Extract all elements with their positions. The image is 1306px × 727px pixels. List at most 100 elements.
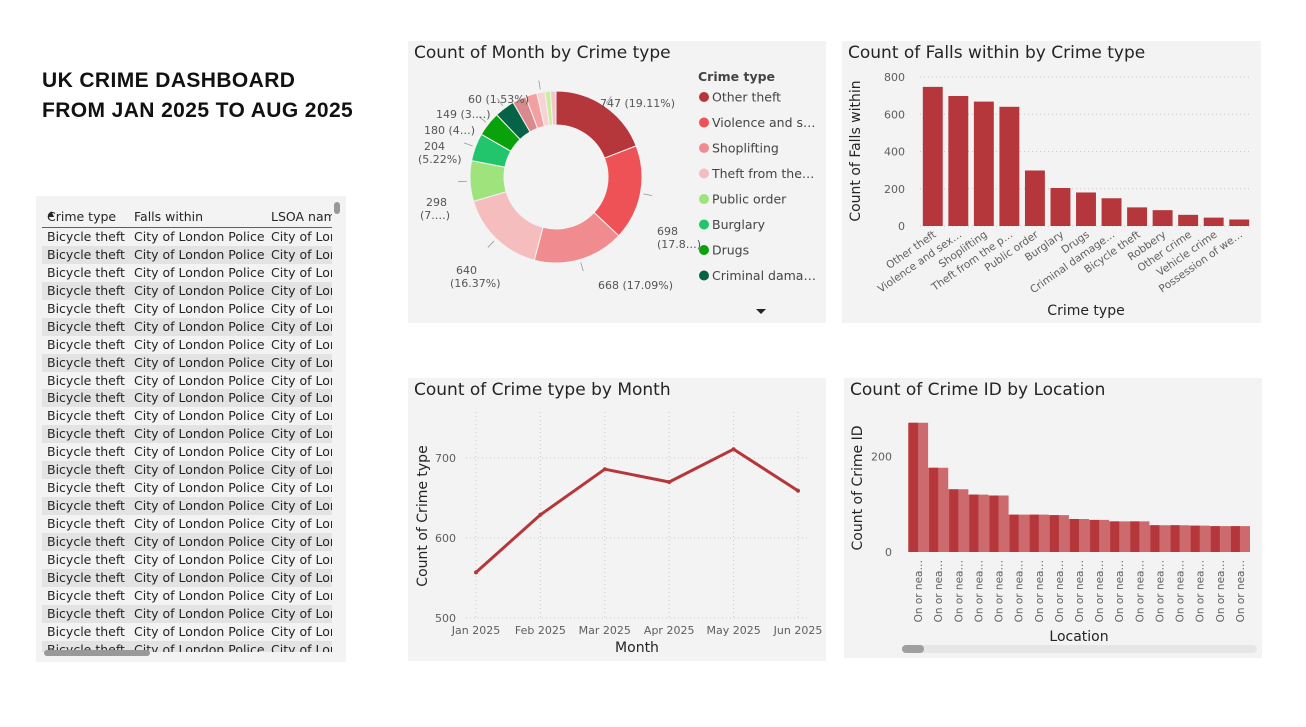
bar[interactable] bbox=[949, 489, 959, 552]
legend-item[interactable]: Criminal dama… bbox=[712, 268, 816, 283]
bar[interactable] bbox=[1050, 188, 1071, 226]
bar[interactable] bbox=[1203, 217, 1224, 226]
table-row[interactable]: Bicycle theft City of London Police City o… bbox=[42, 515, 332, 533]
bar[interactable] bbox=[1229, 219, 1250, 226]
x-tick-label: On or nea… bbox=[933, 560, 945, 622]
line-point[interactable] bbox=[796, 488, 800, 493]
bar[interactable] bbox=[1049, 515, 1059, 552]
bar-chart-panel[interactable]: Count of Falls within by Crime type 0 200… bbox=[842, 41, 1261, 323]
table-cell: City of London bbox=[271, 623, 332, 639]
location-chart[interactable]: 0 200 On or nea… On or nea… On or nea… On or … bbox=[844, 378, 1262, 658]
table-row[interactable]: Bicycle theft City of London Police City o… bbox=[42, 587, 332, 605]
table-row[interactable]: Bicycle theft City of London Police City o… bbox=[42, 443, 332, 461]
bar[interactable] bbox=[922, 86, 943, 226]
legend-item[interactable]: Other theft bbox=[712, 90, 781, 105]
line-point[interactable] bbox=[474, 570, 478, 575]
line-series[interactable] bbox=[475, 447, 799, 574]
y-tick-label: 200 bbox=[871, 450, 892, 463]
table-row[interactable]: Bicycle theft City of London Police City o… bbox=[42, 425, 332, 444]
table-row[interactable]: Bicycle theft City of London Police City o… bbox=[42, 568, 332, 587]
legend-item[interactable]: Violence and s… bbox=[712, 115, 816, 130]
bar[interactable] bbox=[1130, 521, 1140, 552]
table-row[interactable]: Bicycle theft City of London Police City o… bbox=[42, 497, 332, 515]
donut-chart-panel[interactable]: Count of Month by Crime type 747 (19.11%… bbox=[408, 41, 826, 323]
bar[interactable] bbox=[1178, 214, 1199, 226]
y-tick-label: 0 bbox=[885, 546, 892, 559]
table-row[interactable]: Bicycle theft City of London Police City o… bbox=[42, 640, 332, 652]
legend-item[interactable]: Public order bbox=[712, 192, 787, 207]
legend-item[interactable]: Drugs bbox=[712, 243, 749, 258]
crime-table[interactable]: Crime type Falls within LSOA name ▲ Bicy… bbox=[36, 196, 346, 662]
bar[interactable] bbox=[1190, 525, 1200, 552]
line-point[interactable] bbox=[667, 480, 672, 484]
line-point[interactable] bbox=[731, 447, 736, 452]
table-row[interactable]: Bicycle theft City of London Police City o… bbox=[42, 461, 332, 480]
table-cell: City of London bbox=[271, 372, 332, 388]
bar[interactable] bbox=[973, 101, 994, 226]
horizontal-scrollbar[interactable] bbox=[44, 650, 150, 656]
bar[interactable] bbox=[1029, 514, 1039, 552]
column-header-crime-type[interactable]: Crime type bbox=[47, 209, 117, 224]
x-tick-label: On or nea… bbox=[1014, 560, 1026, 622]
table-row[interactable]: Bicycle theft City of London Police City o… bbox=[42, 300, 332, 318]
location-chart-panel[interactable]: Count of Crime ID by Location 0 200 On or … bbox=[844, 378, 1262, 658]
legend-item[interactable]: Shoplifting bbox=[712, 141, 779, 156]
column-header-falls-within[interactable]: Falls within bbox=[134, 209, 204, 224]
bar[interactable] bbox=[1170, 525, 1180, 552]
line-point[interactable] bbox=[602, 467, 607, 472]
bar[interactable] bbox=[1076, 192, 1096, 226]
table-row[interactable]: Bicycle theft City of London Police City o… bbox=[42, 532, 332, 551]
bar[interactable] bbox=[969, 494, 979, 552]
legend-item[interactable]: Burglary bbox=[712, 217, 766, 232]
table-row[interactable]: Bicycle theft City of London Police City o… bbox=[42, 317, 332, 336]
table-row[interactable]: Bicycle theft City of London Police City o… bbox=[42, 228, 332, 246]
bar[interactable] bbox=[1090, 519, 1100, 552]
line-point[interactable] bbox=[538, 512, 543, 517]
bar[interactable] bbox=[1069, 518, 1079, 552]
bar[interactable] bbox=[989, 495, 999, 552]
donut-slice[interactable] bbox=[472, 191, 544, 261]
bar[interactable] bbox=[929, 467, 939, 552]
table-row[interactable]: Bicycle theft City of London Police City o… bbox=[42, 245, 332, 264]
table-row[interactable]: Bicycle theft City of London Police City o… bbox=[42, 551, 332, 569]
x-axis-title: Month bbox=[615, 640, 659, 656]
table-row[interactable]: Bicycle theft City of London Police City o… bbox=[42, 281, 332, 300]
legend-item[interactable]: Theft from the… bbox=[711, 166, 814, 181]
column-header-lsoa-name[interactable]: LSOA name bbox=[271, 209, 332, 224]
table-row[interactable]: Bicycle theft City of London Police City o… bbox=[42, 336, 332, 354]
bar[interactable] bbox=[1230, 526, 1240, 552]
bar[interactable] bbox=[1110, 521, 1120, 552]
donut-slice[interactable] bbox=[549, 90, 557, 126]
bar[interactable] bbox=[1101, 198, 1122, 226]
table-row[interactable]: Bicycle theft City of London Police City o… bbox=[42, 623, 332, 641]
bar[interactable] bbox=[1009, 514, 1019, 552]
table-row[interactable]: Bicycle theft City of London Police City o… bbox=[42, 372, 332, 390]
table-cell: Bicycle theft bbox=[47, 516, 125, 531]
table-cell: City of London bbox=[271, 318, 332, 334]
horizontal-scrollbar[interactable] bbox=[902, 645, 924, 653]
bar[interactable] bbox=[1210, 526, 1220, 552]
table-row[interactable]: Bicycle theft City of London Police City o… bbox=[42, 389, 332, 408]
bar[interactable] bbox=[1152, 210, 1173, 226]
donut-chart[interactable]: 747 (19.11%) 698(17.8…) 668 (17.09%) 640(16… bbox=[408, 41, 826, 323]
vertical-scrollbar[interactable] bbox=[334, 202, 340, 214]
horizontal-scroll-track[interactable] bbox=[902, 645, 1257, 653]
line-chart-panel[interactable]: Count of Crime type by Month 500 600 700 Ja… bbox=[408, 378, 826, 661]
bar[interactable] bbox=[1150, 525, 1160, 552]
table-row[interactable]: Bicycle theft City of London Police City o… bbox=[42, 604, 332, 623]
bar[interactable] bbox=[948, 95, 969, 226]
table-row[interactable]: Bicycle theft City of London Police City o… bbox=[42, 407, 332, 425]
bar[interactable] bbox=[1127, 207, 1148, 226]
table-row[interactable]: Bicycle theft City of London Police City o… bbox=[42, 479, 332, 497]
sort-ascending-icon[interactable]: ▲ bbox=[48, 209, 55, 218]
bar[interactable] bbox=[909, 422, 919, 552]
line-chart[interactable]: 500 600 700 Jan 2025 Feb 2025 Mar 2025 Apr 202… bbox=[408, 378, 826, 661]
legend-scroll-down-icon[interactable] bbox=[756, 309, 766, 314]
table-row[interactable]: Bicycle theft City of London Police City o… bbox=[42, 353, 332, 372]
bar[interactable] bbox=[999, 106, 1020, 226]
table-cell: Bicycle theft bbox=[47, 264, 125, 280]
table-row[interactable]: Bicycle theft City of London Police City o… bbox=[42, 264, 332, 282]
bar[interactable] bbox=[1024, 170, 1045, 226]
legend-marker bbox=[699, 245, 709, 255]
